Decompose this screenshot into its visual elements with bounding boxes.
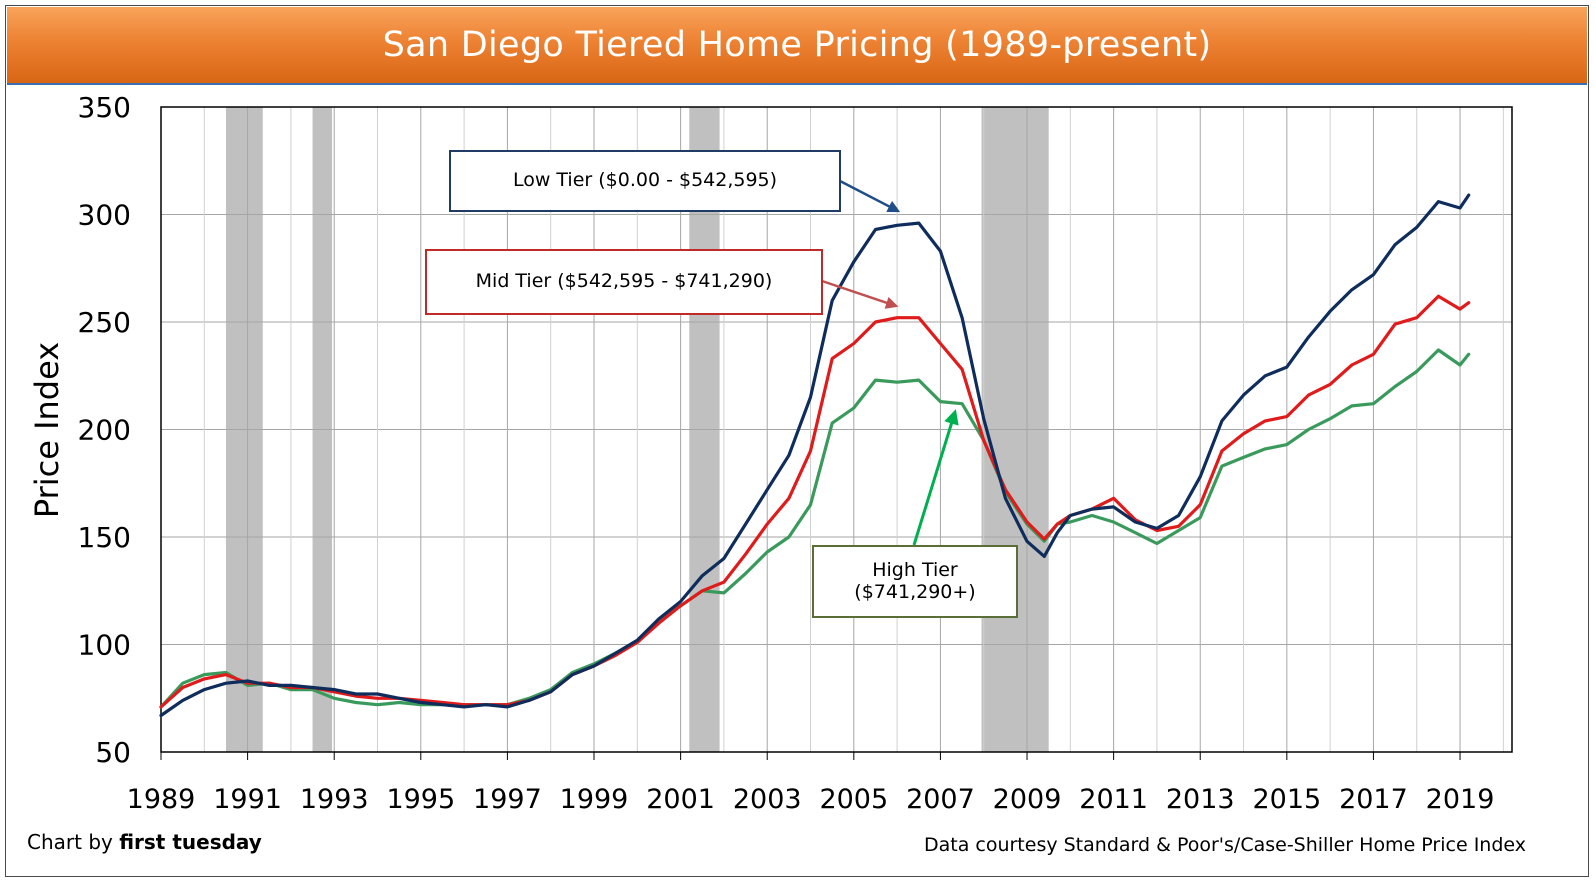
x-tick-label-2001: 2001 xyxy=(646,784,715,815)
mid-tier-arrow xyxy=(821,279,899,309)
series-line-0 xyxy=(159,193,1471,718)
x-tick-label-2007: 2007 xyxy=(906,784,975,815)
low-tier-annotation: Low Tier ($0.00 - $542,595) xyxy=(449,150,841,212)
x-tick-label-2015: 2015 xyxy=(1252,784,1321,815)
series-line-2 xyxy=(159,348,1471,709)
title-banner: San Diego Tiered Home Pricing (1989-pres… xyxy=(7,7,1587,85)
y-tick-label-200: 200 xyxy=(78,414,131,447)
high-tier-arrow xyxy=(912,409,959,546)
plot-border xyxy=(160,106,1513,753)
y-tick-label-100: 100 xyxy=(78,629,131,662)
x-tick-label-2017: 2017 xyxy=(1339,784,1408,815)
x-tick-label-1995: 1995 xyxy=(386,784,455,815)
x-tick-label-2011: 2011 xyxy=(1079,784,1148,815)
low-tier-arrow xyxy=(839,179,901,213)
x-tick-label-2003: 2003 xyxy=(733,784,802,815)
mid-tier-annotation: Mid Tier ($542,595 - $741,290) xyxy=(425,249,823,315)
y-tick-label-300: 300 xyxy=(78,199,131,232)
y-axis-label: Price Index xyxy=(28,342,66,518)
series-line-1 xyxy=(159,294,1471,709)
x-tick-label-1989: 1989 xyxy=(127,784,196,815)
y-tick-label-150: 150 xyxy=(78,521,131,554)
chart-title: San Diego Tiered Home Pricing (1989-pres… xyxy=(382,25,1212,65)
low-tier-label: Low Tier ($0.00 - $542,595) xyxy=(512,169,778,192)
x-tick-label-1993: 1993 xyxy=(300,784,369,815)
high-tier-annotation: High Tier ($741,290+) xyxy=(812,545,1018,618)
high-tier-label-line2: ($741,290+) xyxy=(854,580,976,603)
y-tick-label-350: 350 xyxy=(78,91,131,124)
series-lines xyxy=(159,193,1471,718)
x-tick-label-1991: 1991 xyxy=(213,784,282,815)
y-tick-label-250: 250 xyxy=(78,306,131,339)
x-tick-label-1999: 1999 xyxy=(560,784,629,815)
chart-credit: Chart by first tuesday xyxy=(27,830,262,854)
x-tick-label-1997: 1997 xyxy=(473,784,542,815)
x-tick-label-2005: 2005 xyxy=(819,784,888,815)
mid-tier-label: Mid Tier ($542,595 - $741,290) xyxy=(475,270,773,293)
x-tick-label-2013: 2013 xyxy=(1166,784,1235,815)
credit-prefix: Chart by xyxy=(27,830,120,854)
high-tier-label-line1: High Tier xyxy=(872,558,958,581)
x-tick-label-2019: 2019 xyxy=(1426,784,1495,815)
credit-brand: first tuesday xyxy=(119,830,262,854)
y-tick-label-50: 50 xyxy=(95,736,131,769)
axis-ticks: 50 100 150 200 250 300 350 1989 1991 1993 1995 1997… xyxy=(78,91,1495,815)
annotation-arrows xyxy=(821,179,959,546)
data-source-credit: Data courtesy Standard & Poor's/Case-Shi… xyxy=(923,834,1526,856)
x-tick-label-2009: 2009 xyxy=(993,784,1062,815)
